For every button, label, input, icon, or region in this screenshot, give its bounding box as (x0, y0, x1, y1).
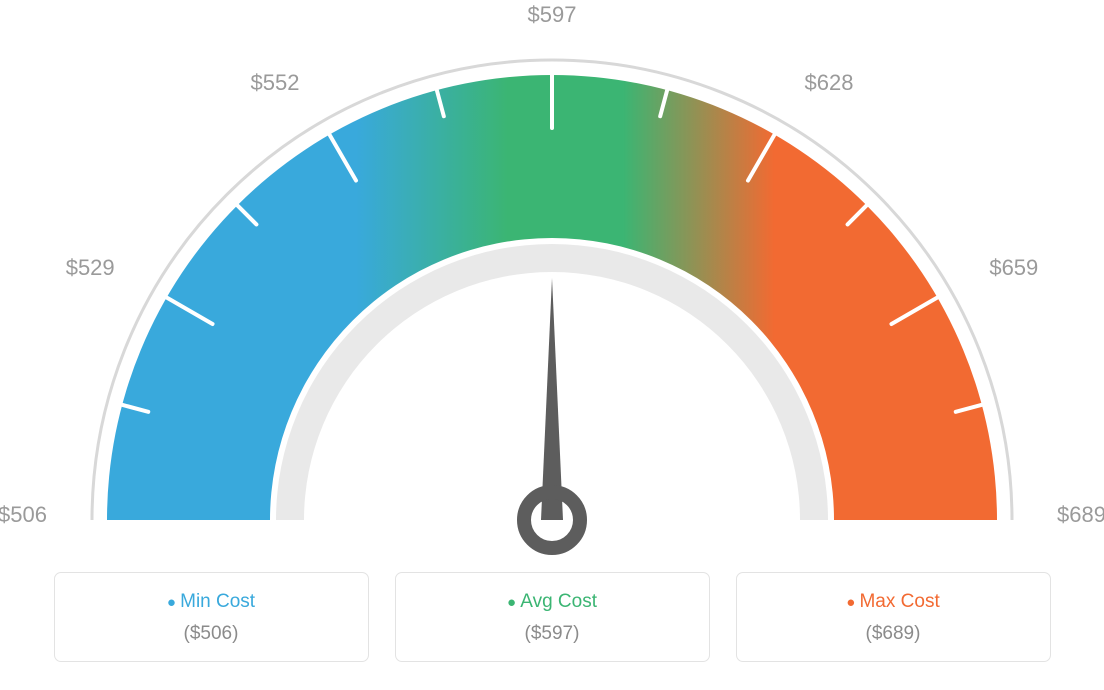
gauge-tick-label: $506 (0, 502, 47, 528)
gauge-tick-label: $689 (1057, 502, 1104, 528)
gauge-tick-label: $628 (805, 70, 854, 96)
legend-value-min: ($506) (65, 623, 358, 645)
legend-card-avg: Avg Cost ($597) (395, 572, 710, 662)
gauge-tick-label: $659 (989, 255, 1038, 281)
legend-card-max: Max Cost ($689) (736, 572, 1051, 662)
gauge-tick-label: $597 (528, 2, 577, 28)
legend-label-max: Max Cost (747, 591, 1040, 613)
legend-value-avg: ($597) (406, 623, 699, 645)
legend-label-min: Min Cost (65, 591, 358, 613)
gauge-chart: $506$529$552$597$628$659$689 (52, 20, 1052, 585)
legend-value-max: ($689) (747, 623, 1040, 645)
legend-row: Min Cost ($506) Avg Cost ($597) Max Cost… (0, 572, 1104, 662)
legend-card-min: Min Cost ($506) (54, 572, 369, 662)
gauge-svg (52, 20, 1052, 580)
gauge-tick-label: $552 (251, 70, 300, 96)
legend-label-avg: Avg Cost (406, 591, 699, 613)
gauge-tick-label: $529 (66, 255, 115, 281)
